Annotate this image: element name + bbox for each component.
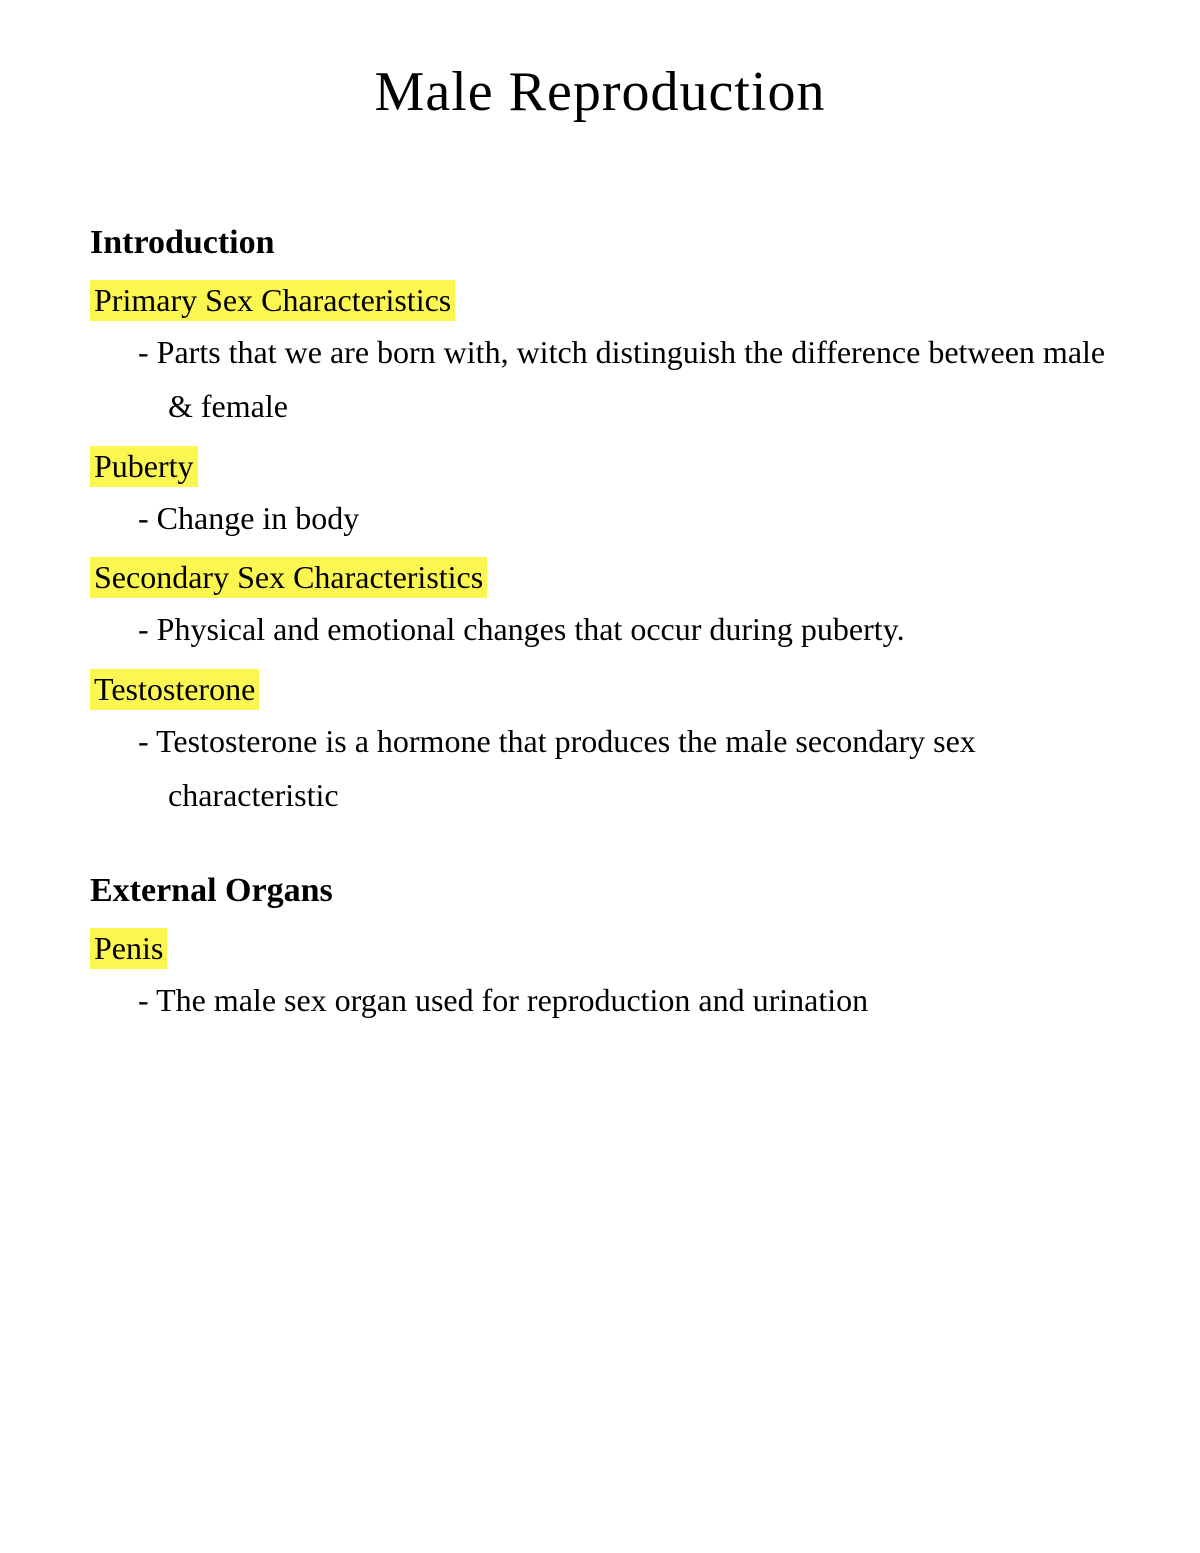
page-title: Male Reproduction	[90, 60, 1110, 124]
definition-puberty: Change in body	[90, 491, 1110, 545]
definition-secondary-sex-characteristics: Physical and emotional changes that occu…	[90, 602, 1110, 656]
term-secondary-sex-characteristics: Secondary Sex Characteristics	[90, 557, 487, 598]
term-puberty: Puberty	[90, 446, 198, 487]
definition-penis: The male sex organ used for reproduction…	[90, 973, 1110, 1027]
definition-primary-sex-characteristics: Parts that we are born with, witch disti…	[90, 325, 1110, 434]
term-penis: Penis	[90, 928, 167, 969]
definition-testosterone: Testosterone is a hormone that produces …	[90, 714, 1110, 823]
term-primary-sex-characteristics: Primary Sex Characteristics	[90, 280, 455, 321]
section-heading-external-organs: External Organs	[90, 872, 1110, 910]
section-heading-introduction: Introduction	[90, 224, 1110, 262]
term-testosterone: Testosterone	[90, 669, 259, 710]
